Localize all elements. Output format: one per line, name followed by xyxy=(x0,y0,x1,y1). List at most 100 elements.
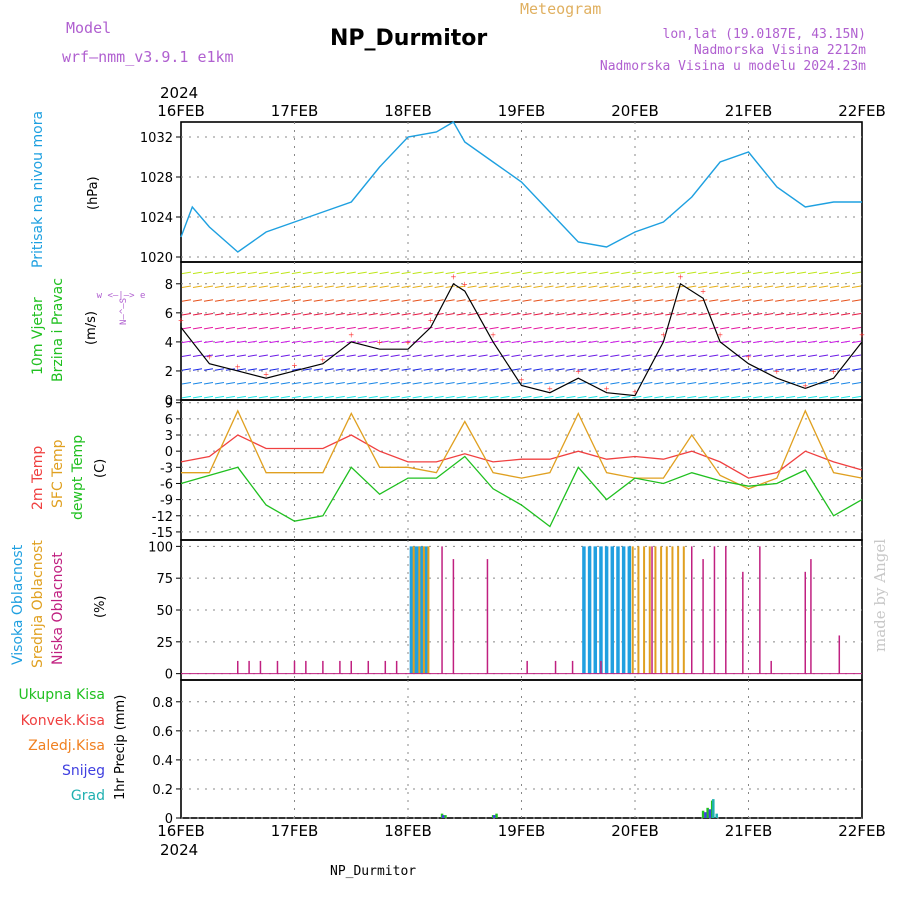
wind-arrow xyxy=(840,382,851,385)
wind-arrow xyxy=(346,368,356,371)
pressure-ylabel: Pritisak na nivou mora xyxy=(30,111,46,268)
wind-arrow xyxy=(324,395,334,399)
wind-arrow xyxy=(764,313,774,316)
wind-arrow xyxy=(687,326,697,330)
wind-gust-marker: + xyxy=(678,273,684,284)
wind-arrow xyxy=(840,340,851,344)
wind-arrow xyxy=(709,326,719,330)
wind-arrow xyxy=(511,354,521,357)
wind-arrow xyxy=(500,340,510,344)
wind-arrow xyxy=(478,299,488,302)
wind-arrow xyxy=(522,395,532,399)
wind-arrow xyxy=(555,368,565,371)
wind-arrow xyxy=(698,271,708,275)
wind-arrow xyxy=(258,395,268,399)
wind-arrow xyxy=(632,354,642,357)
wind-arrow xyxy=(324,368,334,371)
wind-arrow xyxy=(368,368,378,371)
elevation-label: Nadmorska Visina 2212m xyxy=(694,43,866,58)
wind-arrow xyxy=(335,313,345,316)
wind-arrow xyxy=(445,271,455,275)
wind-arrow xyxy=(665,395,675,399)
wind-arrow xyxy=(731,299,741,302)
wind-arrow xyxy=(335,326,345,330)
wind-arrow xyxy=(225,340,236,344)
wind-arrow xyxy=(676,395,686,399)
wind-arrow xyxy=(709,271,719,275)
wind-arrow xyxy=(181,285,192,288)
wind-arrow xyxy=(357,382,367,385)
wind-gust-marker: + xyxy=(263,370,269,381)
wind-arrow xyxy=(599,271,609,275)
wind-arrow xyxy=(687,299,697,302)
wind-arrow xyxy=(764,285,774,288)
wind-arrow xyxy=(621,299,631,302)
wind-arrow xyxy=(489,354,499,357)
wind-arrow xyxy=(467,395,477,399)
wind-arrow xyxy=(665,299,675,302)
wind-unit: (m/s) xyxy=(84,311,99,345)
wind-arrow xyxy=(313,368,323,371)
wind-arrow xyxy=(851,340,862,344)
clouds-ytick-label: 100 xyxy=(148,540,173,555)
wind-arrow xyxy=(687,354,697,357)
wind-arrow xyxy=(291,326,301,330)
wind-arrow xyxy=(698,299,708,302)
wind-arrow xyxy=(577,285,587,288)
wind-arrow xyxy=(511,395,521,399)
wind-gust-marker: + xyxy=(547,384,553,395)
wind-arrow xyxy=(379,354,389,357)
wind-arrow xyxy=(247,271,257,275)
wind-arrow xyxy=(577,382,587,385)
wind-arrow xyxy=(280,368,290,371)
wind-arrow xyxy=(390,382,400,385)
pressure-ytick-label: 1024 xyxy=(140,211,173,226)
wind-arrow xyxy=(412,368,422,371)
wind-arrow xyxy=(291,299,301,302)
precip-frame xyxy=(180,679,863,819)
wind-arrow xyxy=(401,395,411,399)
wind-arrow xyxy=(621,271,631,275)
wind-arrow xyxy=(643,299,653,302)
wind-arrow xyxy=(731,340,741,344)
clouds-ytick-label: 25 xyxy=(156,636,173,651)
wind-arrow xyxy=(269,299,279,302)
wind-arrow xyxy=(335,271,345,275)
wind-arrow xyxy=(775,395,785,399)
wind-arrow xyxy=(489,395,499,399)
wind-arrow xyxy=(181,354,192,357)
wind-arrow xyxy=(610,285,620,288)
wind-arrow xyxy=(445,395,455,399)
wind-arrow xyxy=(247,382,257,385)
wind-gust-marker: + xyxy=(632,387,638,398)
wind-arrow xyxy=(423,395,433,399)
wind-arrow xyxy=(818,354,829,357)
wind-arrow xyxy=(313,395,323,399)
precip-ytick-label: 0.6 xyxy=(152,725,173,740)
wind-arrow xyxy=(390,271,400,275)
wind-arrow xyxy=(456,299,466,302)
wind-arrow xyxy=(500,395,510,399)
wind-arrow xyxy=(533,354,543,357)
wind-arrow xyxy=(478,368,488,371)
wind-arrow xyxy=(434,313,444,316)
wind-arrow xyxy=(181,271,192,275)
pressure-ytick-label: 1028 xyxy=(140,171,173,186)
temperature-frame xyxy=(180,399,863,541)
wind-arrow xyxy=(258,382,268,385)
wind-arrow xyxy=(390,340,400,344)
wind-arrow xyxy=(192,299,203,302)
wind-arrow xyxy=(412,382,422,385)
wind-arrow xyxy=(742,285,752,288)
wind-arrow xyxy=(610,271,620,275)
wind-arrow xyxy=(236,299,246,302)
wind-arrow xyxy=(698,368,708,371)
wind-arrow xyxy=(445,313,455,316)
wind-arrow xyxy=(709,299,719,302)
temperature-ytick-label: -15 xyxy=(152,526,173,541)
wind-arrow xyxy=(753,340,763,344)
wind-arrow xyxy=(467,313,477,316)
wind-gust-marker: + xyxy=(320,355,326,366)
wind-arrow xyxy=(665,382,675,385)
wind-arrow xyxy=(225,382,236,385)
